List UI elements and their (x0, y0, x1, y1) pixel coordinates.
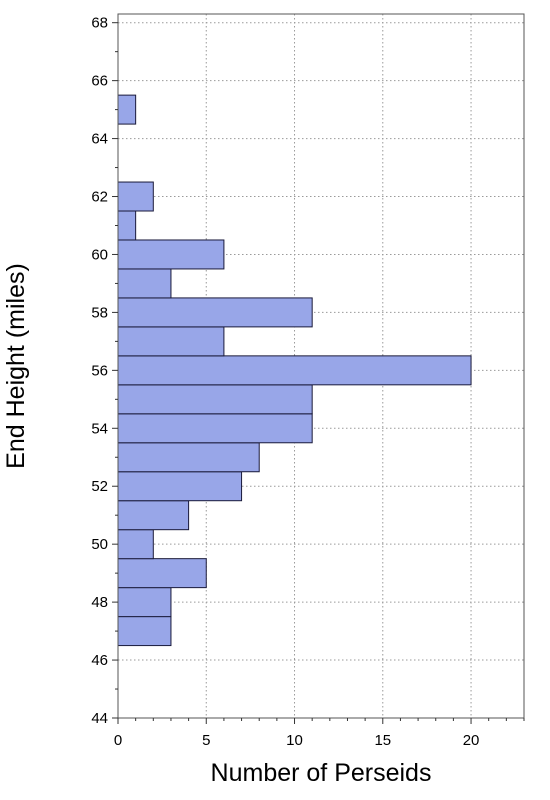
histogram-bar (117, 355, 472, 386)
y-tick-labels: 44 46 48 50 52 54 56 58 60 62 64 66 68 (91, 15, 108, 727)
histogram-bar (117, 210, 137, 241)
y-tick-label: 56 (91, 362, 108, 379)
y-tick-label: 68 (91, 15, 108, 32)
y-tick-label: 52 (91, 478, 108, 495)
plot-frame (117, 13, 525, 719)
histogram-bar (117, 500, 190, 531)
y-tick-label: 64 (91, 131, 108, 148)
histogram-bar (117, 616, 172, 647)
histogram-bar (117, 529, 154, 560)
y-tick-label: 50 (91, 536, 108, 553)
histogram-bar (117, 587, 172, 618)
histogram-bar (117, 239, 225, 270)
x-tick-label: 10 (286, 732, 303, 749)
x-tick-label: 20 (463, 732, 480, 749)
x-axis-title: Number of Perseids (211, 759, 432, 787)
y-tick-label: 66 (91, 73, 108, 90)
histogram-bar (117, 297, 313, 328)
histogram-bar (117, 268, 172, 299)
y-tick-label: 60 (91, 246, 108, 263)
y-tick-label: 62 (91, 189, 108, 206)
bars (117, 94, 472, 647)
x-tick-label: 15 (374, 732, 391, 749)
axis-ticks (112, 22, 525, 724)
histogram-bar (117, 471, 243, 502)
y-axis-title: End Height (miles) (2, 263, 30, 469)
y-tick-label: 46 (91, 652, 108, 669)
x-tick-label: 0 (114, 732, 122, 749)
y-tick-label: 48 (91, 594, 108, 611)
y-tick-label: 44 (91, 710, 108, 727)
x-tick-labels: 0 5 10 15 20 (114, 732, 480, 749)
histogram-bar (117, 181, 154, 212)
x-tick-label: 5 (202, 732, 210, 749)
histogram-bar (117, 384, 313, 415)
histogram-bar (117, 413, 313, 444)
y-tick-label: 54 (91, 420, 108, 437)
histogram-bar (117, 442, 260, 473)
histogram-bar (117, 326, 225, 357)
histogram-bar (117, 94, 137, 125)
y-tick-label: 58 (91, 304, 108, 321)
histogram-bar (117, 558, 207, 589)
